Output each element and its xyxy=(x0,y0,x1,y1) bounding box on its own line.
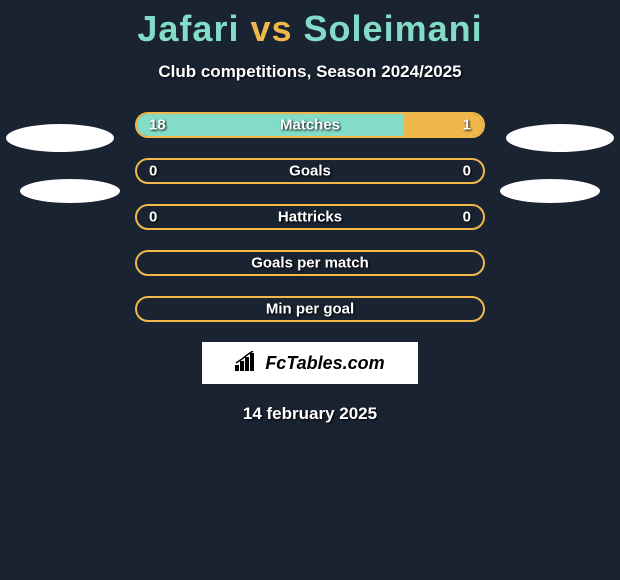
stat-bar: Goals per match xyxy=(135,250,485,276)
bar-label: Goals per match xyxy=(251,255,369,272)
stat-bar: 0 0 Goals xyxy=(135,158,485,184)
stat-bar: Min per goal xyxy=(135,296,485,322)
bar-value-left: 18 xyxy=(149,117,166,134)
subtitle: Club competitions, Season 2024/2025 xyxy=(0,62,620,82)
player1-name: Jafari xyxy=(137,8,239,49)
player-marker-right-2 xyxy=(500,179,600,203)
bar-value-left: 0 xyxy=(149,163,157,180)
bar-label: Matches xyxy=(280,117,340,134)
vs-text: vs xyxy=(250,8,292,49)
comparison-title: Jafari vs Soleimani xyxy=(0,0,620,50)
stat-bar: 0 0 Hattricks xyxy=(135,204,485,230)
bar-value-right: 1 xyxy=(463,117,471,134)
bar-fill-right xyxy=(403,114,483,136)
player-marker-left-1 xyxy=(6,124,114,152)
brand-box[interactable]: FcTables.com xyxy=(202,342,418,384)
player-marker-left-2 xyxy=(20,179,120,203)
chart-icon xyxy=(235,351,259,376)
bar-label: Goals xyxy=(289,163,331,180)
stat-bar: 18 1 Matches xyxy=(135,112,485,138)
bar-value-right: 0 xyxy=(463,163,471,180)
stat-bars-container: 18 1 Matches 0 0 Goals 0 0 Hattricks Goals per ma… xyxy=(135,112,485,322)
player-marker-right-1 xyxy=(506,124,614,152)
date: 14 february 2025 xyxy=(0,404,620,424)
player2-name: Soleimani xyxy=(304,8,483,49)
bar-value-left: 0 xyxy=(149,209,157,226)
bar-fill-left xyxy=(137,114,403,136)
bar-label: Hattricks xyxy=(278,209,342,226)
bar-value-right: 0 xyxy=(463,209,471,226)
brand-text: FcTables.com xyxy=(265,353,384,374)
bar-label: Min per goal xyxy=(266,301,354,318)
